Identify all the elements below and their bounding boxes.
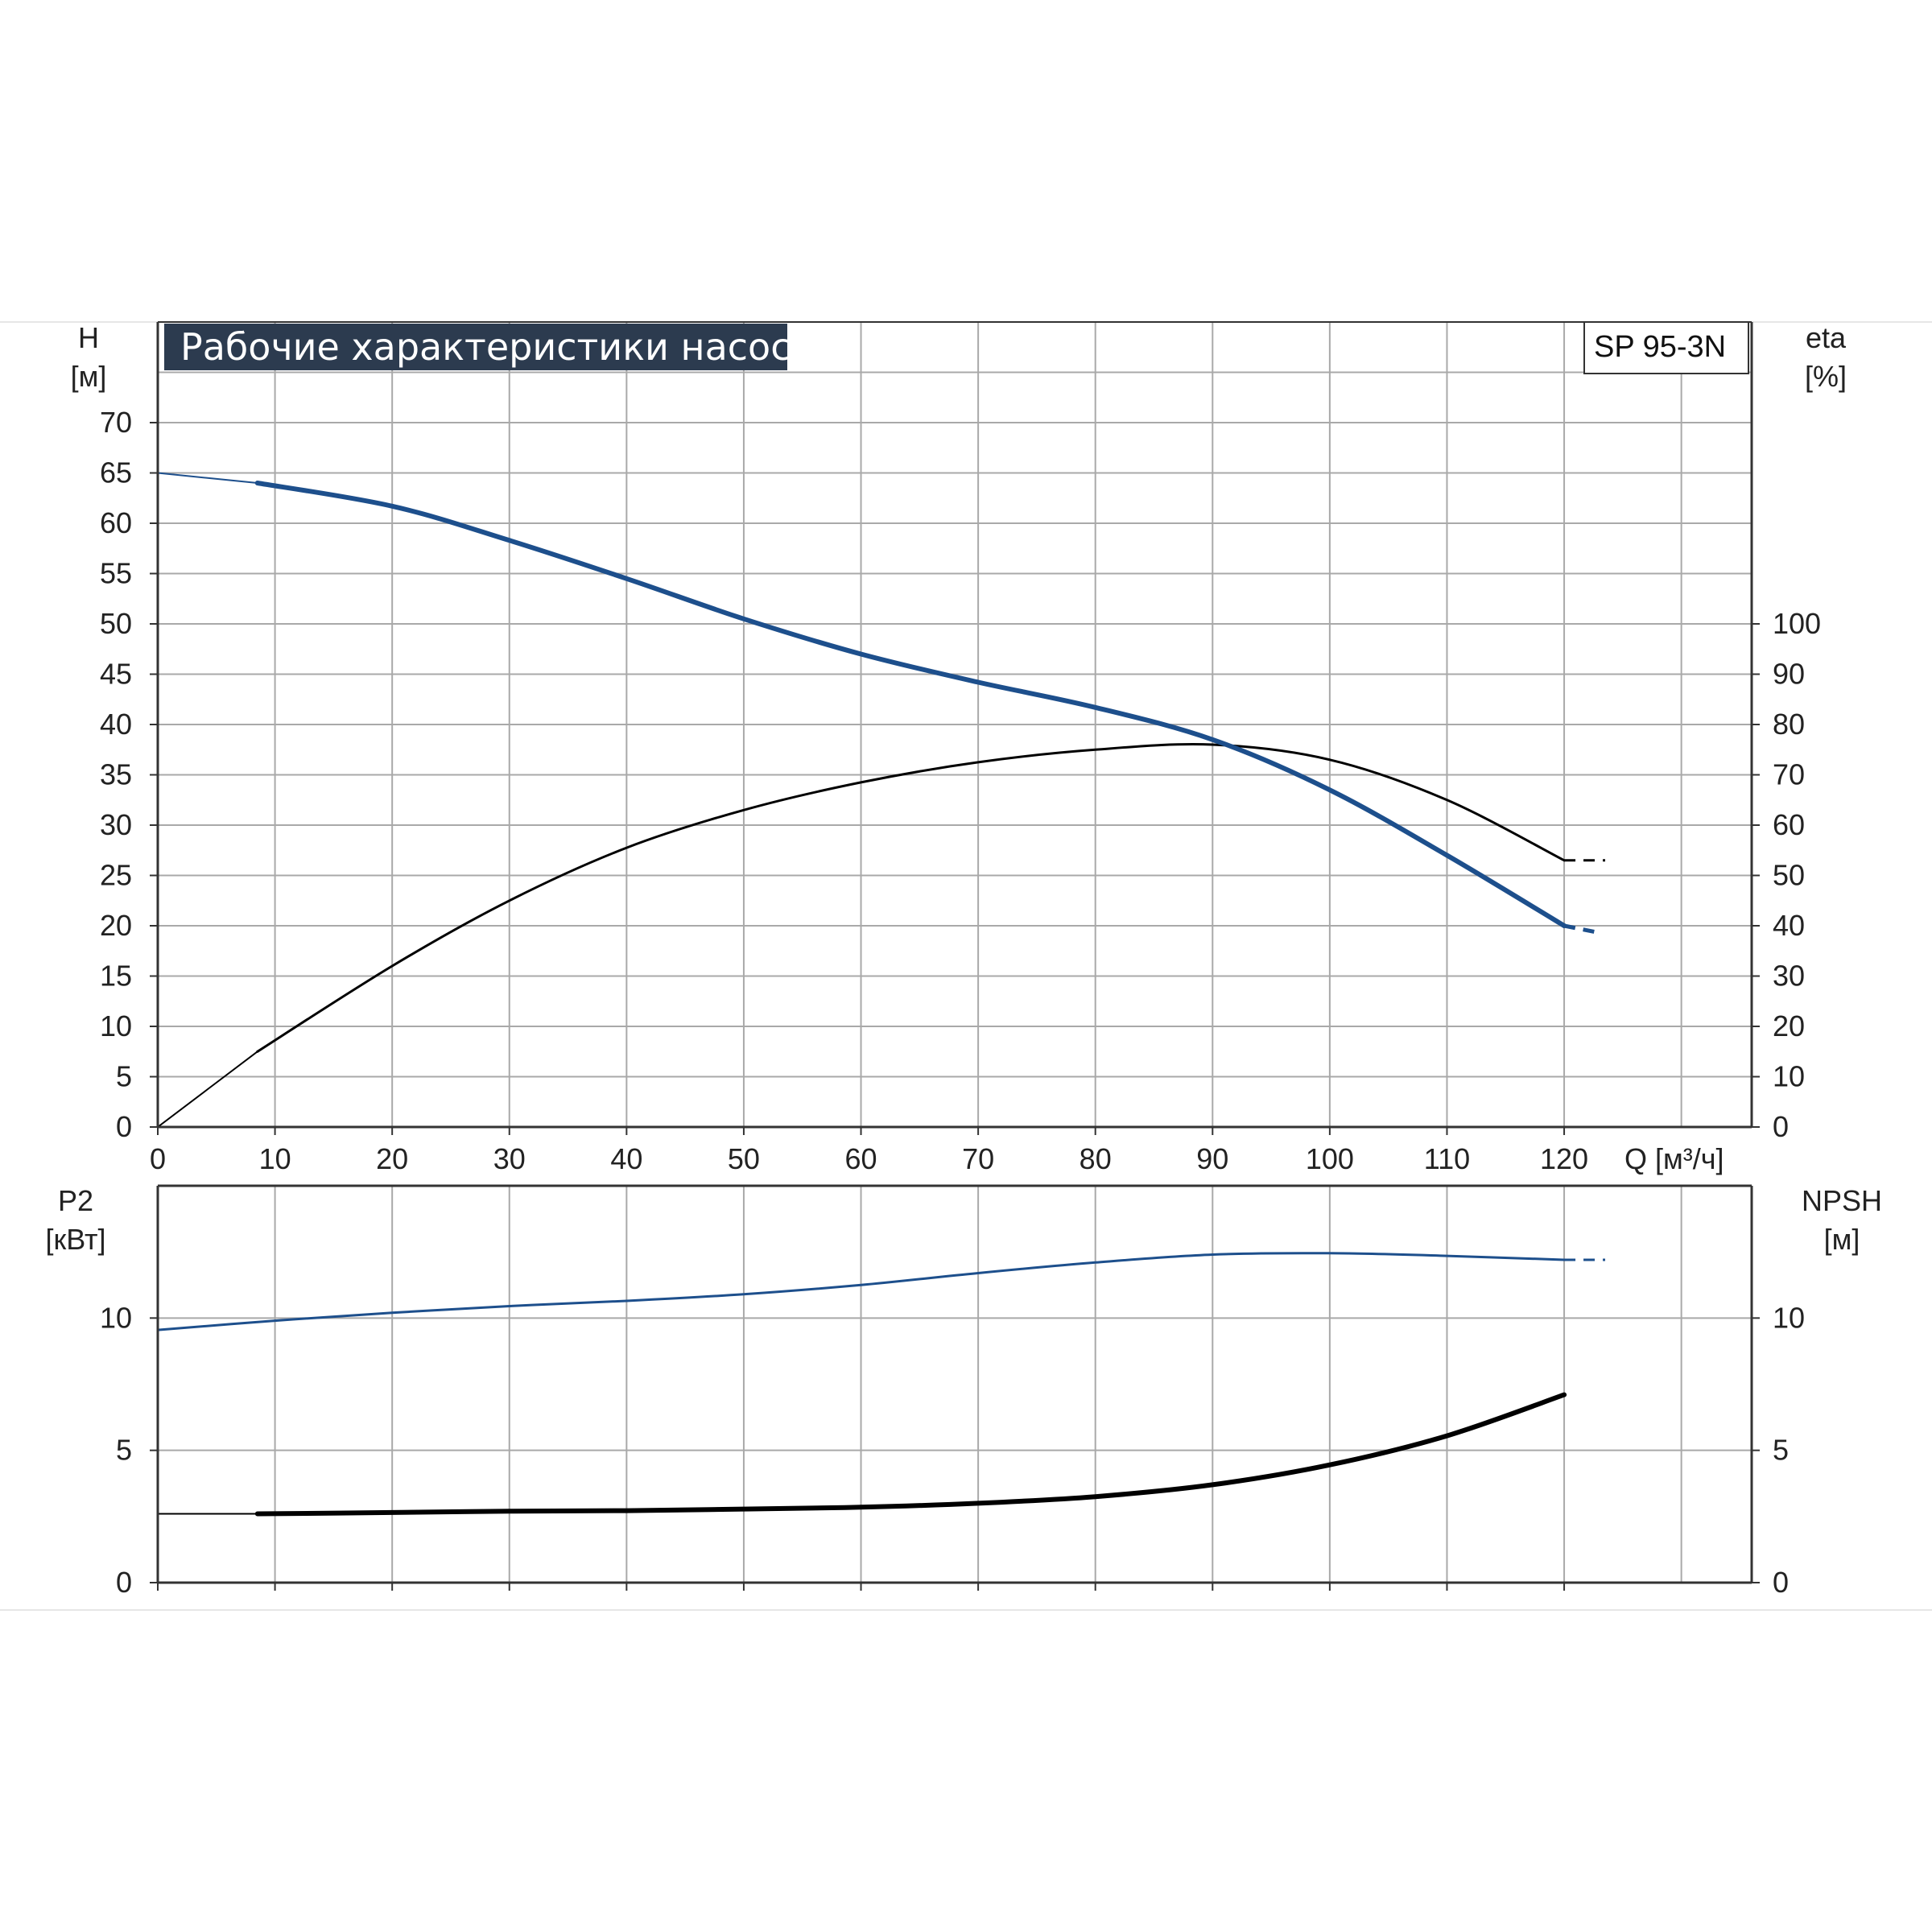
npsh-axis-unit: [м] [1824, 1223, 1860, 1256]
y-tick-label-eta: 70 [1773, 758, 1805, 791]
chart-title: Рабочие характеристики насоса [180, 325, 814, 369]
x-tick-label: 10 [259, 1142, 291, 1175]
y-tick-label-head: 10 [100, 1009, 132, 1042]
y-tick-label-head: 45 [100, 658, 132, 691]
y-tick-label-eta: 100 [1773, 607, 1821, 640]
top-panel-grid [158, 322, 1752, 1127]
y-tick-label-head: 0 [116, 1110, 132, 1143]
chart-title-box: Рабочие характеристики насоса [164, 324, 814, 370]
tick-labels: 0510152025303540455055606570010203040506… [100, 406, 1821, 1599]
y-tick-label-eta: 40 [1773, 909, 1805, 942]
y-tick-label-eta: 20 [1773, 1009, 1805, 1042]
npsh-axis-title: NPSH [1802, 1184, 1882, 1217]
x-tick-label: 60 [845, 1142, 877, 1175]
h-curve-extension [1563, 923, 1600, 935]
axis-titles: H [м] eta [%] Q [м³/ч] P2 [кВт] NPSH [м] [45, 321, 1882, 1256]
y-tick-label-head: 60 [100, 506, 132, 539]
x-tick-label: 30 [493, 1142, 526, 1175]
y-tick-label-npsh: 10 [1773, 1301, 1805, 1334]
y-tick-label-head: 55 [100, 557, 132, 590]
x-tick-label: 100 [1306, 1142, 1354, 1175]
x-tick-label: 90 [1196, 1142, 1228, 1175]
power-axis-title: P2 [58, 1184, 93, 1217]
power-axis-unit: [кВт] [45, 1223, 105, 1256]
y-tick-label-eta: 60 [1773, 808, 1805, 841]
y-tick-label-head: 65 [100, 456, 132, 489]
y-tick-label-npsh: 5 [1773, 1434, 1789, 1467]
y-tick-label-head: 15 [100, 960, 132, 993]
eta-axis-unit: [%] [1805, 360, 1847, 393]
y-tick-label-head: 50 [100, 607, 132, 640]
y-tick-label-eta: 90 [1773, 658, 1805, 691]
x-tick-label: 110 [1424, 1142, 1470, 1175]
x-tick-label: 50 [728, 1142, 760, 1175]
y-tick-label-head: 5 [116, 1060, 132, 1093]
y-tick-label-eta: 80 [1773, 708, 1805, 741]
bottom-panel-grid [158, 1186, 1752, 1583]
model-box: SP 95-3N [1583, 321, 1749, 374]
flow-axis-title: Q [м³/ч] [1624, 1142, 1724, 1175]
x-tick-label: 70 [962, 1142, 994, 1175]
p2-curve [156, 1252, 1566, 1331]
y-tick-label-eta: 50 [1773, 859, 1805, 892]
y-tick-label-eta: 10 [1773, 1060, 1805, 1093]
y-tick-label-head: 20 [100, 909, 132, 942]
y-tick-label-eta: 30 [1773, 960, 1805, 993]
head-axis-unit: [м] [71, 360, 107, 393]
y-tick-label-npsh: 0 [1773, 1566, 1789, 1599]
y-tick-label-head: 35 [100, 758, 132, 791]
top-panel-curves [157, 472, 1606, 1128]
x-tick-label: 20 [376, 1142, 408, 1175]
y-tick-label-head: 70 [100, 406, 132, 439]
h-curve [254, 481, 1567, 928]
x-tick-label: 80 [1080, 1142, 1112, 1175]
y-tick-label-head: 40 [100, 708, 132, 741]
y-tick-label-p2: 0 [116, 1566, 132, 1599]
eta-axis-title: eta [1806, 321, 1847, 354]
h-curve-extrapolated [157, 472, 258, 484]
y-tick-label-head: 30 [100, 808, 132, 841]
eta-curve-extrapolated [157, 1051, 258, 1128]
x-tick-label: 120 [1540, 1142, 1588, 1175]
bottom-panel-axes [150, 1184, 1760, 1591]
y-tick-label-head: 25 [100, 859, 132, 892]
eta-curve [256, 742, 1566, 1053]
head-axis-title: H [78, 321, 99, 354]
x-tick-label: 0 [150, 1142, 166, 1175]
bottom-panel-curves [156, 1252, 1606, 1517]
npsh-curve [254, 1392, 1567, 1517]
x-tick-label: 40 [610, 1142, 642, 1175]
y-tick-label-p2: 10 [100, 1301, 132, 1334]
top-panel-axes [150, 321, 1760, 1135]
model-label: SP 95-3N [1594, 330, 1726, 364]
y-tick-label-p2: 5 [116, 1434, 132, 1467]
y-tick-label-eta: 0 [1773, 1110, 1789, 1143]
